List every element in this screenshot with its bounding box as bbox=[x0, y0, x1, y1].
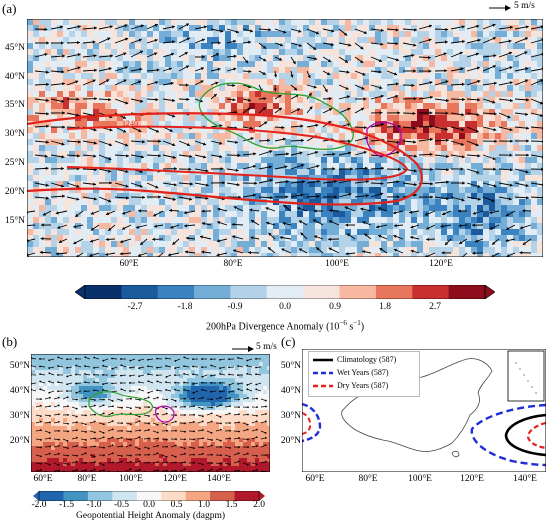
lon-label-c: 60°E bbox=[305, 474, 325, 484]
lat-label-a: 20°N bbox=[4, 187, 25, 197]
reference-vector-a bbox=[489, 5, 511, 11]
colorbar-tick-b: 0.5 bbox=[170, 500, 183, 510]
lon-label-a: 120°E bbox=[429, 259, 453, 269]
colorbar-tick-b: -2.0 bbox=[31, 500, 47, 510]
lon-label-c: 120°E bbox=[460, 474, 484, 484]
lat-label-b: 20°N bbox=[9, 436, 30, 446]
colorbar-tick-a: -2.7 bbox=[127, 302, 143, 312]
divergence-map: 1240 bbox=[27, 19, 543, 257]
lat-label-b: 40°N bbox=[9, 386, 30, 396]
lon-label-b: 80°E bbox=[77, 474, 97, 484]
lon-label-c: 80°E bbox=[358, 474, 378, 484]
reference-vector-b bbox=[232, 346, 254, 352]
panel-c-label: (c) bbox=[281, 334, 296, 349]
lat-label-c: 20°N bbox=[280, 436, 301, 446]
lon-label-b: 100°E bbox=[119, 474, 143, 484]
legend-swatch bbox=[313, 358, 333, 361]
lat-label-a: 45°N bbox=[4, 43, 25, 53]
reference-vector-b-label: 5 m/s bbox=[256, 342, 277, 352]
lon-label-b: 140°E bbox=[207, 474, 231, 484]
panel-b-label: (b) bbox=[2, 334, 18, 349]
lat-label-b: 30°N bbox=[9, 411, 30, 421]
colorbar-tick-a: 0.9 bbox=[329, 302, 341, 312]
colorbar-tick-a: -1.8 bbox=[177, 302, 193, 312]
divergence-colorbar bbox=[75, 285, 495, 299]
colorbar-tick-b: 1.0 bbox=[198, 500, 210, 510]
legend-swatch bbox=[313, 384, 333, 387]
contour-label: 1240 bbox=[122, 119, 138, 128]
colorbar-tick-b: -1.0 bbox=[86, 500, 102, 510]
reference-vector-a-label: 5 m/s bbox=[514, 1, 535, 11]
panel-c-legend: Climatology (587) Wet Years (587) Dry Year… bbox=[308, 351, 420, 397]
legend-label: Climatology (587) bbox=[337, 355, 397, 364]
lat-label-c: 30°N bbox=[280, 411, 301, 421]
lat-label-a: 40°N bbox=[4, 72, 25, 82]
lat-label-c: 40°N bbox=[280, 386, 301, 396]
lat-label-a: 15°N bbox=[4, 216, 25, 226]
lon-label-a: 80°E bbox=[223, 259, 243, 269]
colorbar-tick-b: -0.5 bbox=[113, 500, 130, 510]
divergence-colorbar-title: 200hPa Divergence Anomaly (10−6 s−1) bbox=[206, 319, 365, 333]
lat-label-a: 25°N bbox=[4, 158, 25, 168]
legend-item: Dry Years (587) bbox=[313, 381, 388, 390]
lat-label-a: 30°N bbox=[4, 129, 25, 139]
colorbar-tick-a: 1.8 bbox=[379, 302, 391, 312]
legend-label: Dry Years (587) bbox=[337, 381, 389, 390]
height-colorbar bbox=[33, 491, 265, 501]
colorbar-tick-b: 0.0 bbox=[143, 500, 155, 510]
lon-label-b: 120°E bbox=[163, 474, 187, 484]
geopotential-height-map bbox=[31, 354, 270, 472]
panel-a-label: (a) bbox=[2, 1, 17, 16]
lon-label-c: 100°E bbox=[408, 474, 432, 484]
colorbar-tick-b: -1.5 bbox=[58, 500, 75, 510]
legend-label: Wet Years (587) bbox=[337, 368, 389, 377]
lon-label-a: 100°E bbox=[325, 259, 349, 269]
lon-label-c: 140°E bbox=[513, 474, 537, 484]
lat-label-b: 50°N bbox=[9, 361, 30, 371]
colorbar-tick-b: 2.0 bbox=[253, 500, 265, 510]
lat-label-a: 35°N bbox=[4, 100, 25, 110]
colorbar-tick-a: 2.7 bbox=[429, 302, 441, 312]
lat-label-c: 50°N bbox=[280, 361, 301, 371]
colorbar-tick-a: -0.9 bbox=[227, 302, 243, 312]
lon-label-a: 60°E bbox=[119, 259, 139, 269]
colorbar-tick-b: 1.5 bbox=[225, 500, 238, 510]
colorbar-tick-a: 0.0 bbox=[279, 302, 291, 312]
legend-item: Climatology (587) bbox=[313, 355, 396, 364]
legend-swatch bbox=[313, 371, 333, 374]
lon-label-b: 60°E bbox=[33, 474, 53, 484]
legend-item: Wet Years (587) bbox=[313, 368, 389, 377]
height-colorbar-title: Geopotential Height Anomaly (dagpm) bbox=[76, 511, 226, 521]
